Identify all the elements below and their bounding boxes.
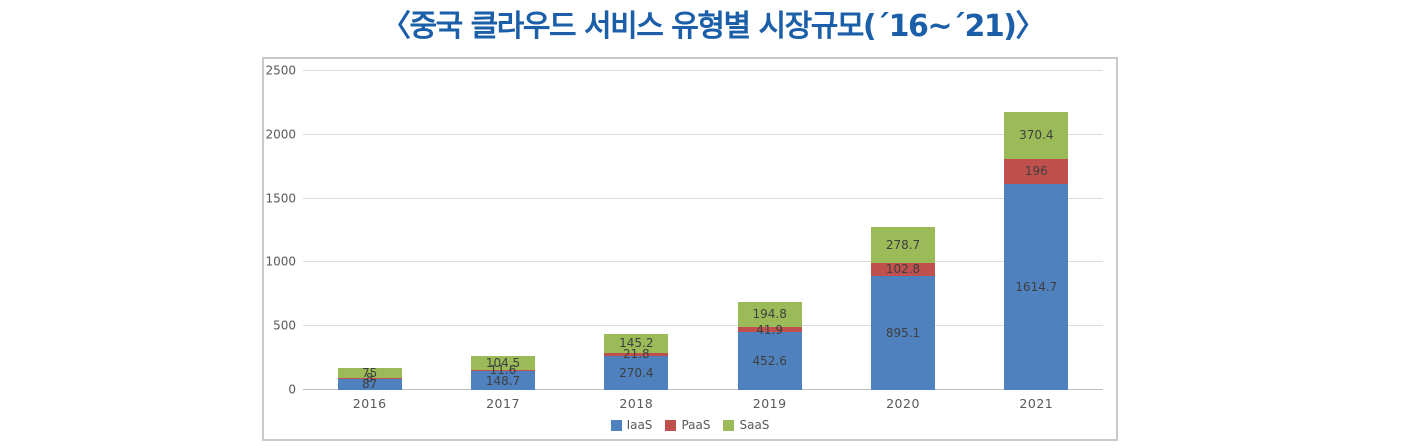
data-label-saas-2017: 104.5 xyxy=(485,355,521,370)
legend: IaaS PaaS SaaS xyxy=(264,416,1116,434)
data-label-iaas-2018: 270.4 xyxy=(619,365,654,380)
legend-swatch-paas xyxy=(665,419,677,431)
data-label-iaas-2020: 895.1 xyxy=(885,325,921,340)
legend-swatch-saas xyxy=(723,419,735,431)
data-label-iaas-2021: 1614.7 xyxy=(1015,279,1058,294)
data-label-paas-2016: 8 xyxy=(365,371,374,386)
legend-swatch-iaas xyxy=(610,419,622,431)
data-label-paas-2020: 102.8 xyxy=(885,262,921,277)
legend-label-paas: PaaS xyxy=(681,418,711,432)
x-tick-label-2019: 2019 xyxy=(752,396,787,411)
data-label-iaas-2019: 452.6 xyxy=(752,354,787,369)
bar-segment-iaas-2017: 148.7 xyxy=(471,371,535,390)
gridline-2000 xyxy=(303,133,1103,135)
chart-title: 〈중국 클라우드 서비스 유형별 시장규모(´16~´21)〉 xyxy=(381,9,1045,44)
data-label-iaas-2017: 148.7 xyxy=(485,373,521,388)
x-tick-label-2020: 2020 xyxy=(886,396,920,411)
x-tick-label-2021: 2021 xyxy=(1019,396,1054,411)
bar-segment-iaas-2020: 895.1 xyxy=(871,275,935,390)
x-axis-line xyxy=(303,389,1103,390)
data-label-saas-2020: 278.7 xyxy=(885,237,921,252)
y-tick-label-500: 500 xyxy=(273,318,296,333)
data-label-iaas-2016: 87 xyxy=(362,377,378,392)
x-axis: 2016 2017 2018 2019 2020 2021 xyxy=(303,396,1103,412)
bar-segment-saas-2018: 145.2 xyxy=(604,334,669,353)
bar-segment-paas-2018: 21.8 xyxy=(604,348,669,360)
bar-segment-paas-2021: 196 xyxy=(1004,158,1069,184)
gridline-1000 xyxy=(303,261,1103,263)
bar-segment-saas-2021: 370.4 xyxy=(1004,111,1069,159)
x-tick-label-2018: 2018 xyxy=(619,396,654,411)
data-label-saas-2021: 370.4 xyxy=(1019,128,1054,143)
legend-item-paas: PaaS xyxy=(665,418,710,432)
bar-segment-saas-2016: 75 xyxy=(337,366,402,381)
legend-label-iaas: IaaS xyxy=(626,418,653,432)
data-label-saas-2019: 194.8 xyxy=(752,307,787,322)
y-tick-label-2500: 2500 xyxy=(265,63,296,78)
data-label-saas-2018: 145.2 xyxy=(619,336,654,351)
bar-segment-paas-2017: 11.6 xyxy=(471,364,535,376)
y-tick-label-0: 0 xyxy=(288,382,296,397)
bar-segment-saas-2019: 194.8 xyxy=(737,302,802,327)
legend-item-saas: SaaS xyxy=(723,418,769,432)
bar-segment-iaas-2018: 270.4 xyxy=(604,355,669,390)
x-tick-label-2016: 2016 xyxy=(352,396,387,411)
data-label-paas-2017: 11.6 xyxy=(489,363,517,378)
x-tick-label-2017: 2017 xyxy=(486,396,520,411)
data-label-paas-2019: 41.9 xyxy=(756,322,784,337)
bar-segment-iaas-2021: 1614.7 xyxy=(1004,183,1069,390)
bar-segment-paas-2020: 102.8 xyxy=(871,262,935,277)
plot-area: 87 8 75 148.7 11.6 104.5 270.4 21.8 145.2 452.6 41… xyxy=(303,70,1103,392)
legend-label-saas: SaaS xyxy=(739,418,770,432)
y-tick-label-2000: 2000 xyxy=(265,127,296,142)
bar-segment-paas-2016: 8 xyxy=(337,372,402,384)
y-tick-label-1000: 1000 xyxy=(265,254,296,269)
bar-segment-iaas-2019: 452.6 xyxy=(737,332,802,390)
data-label-saas-2016: 75 xyxy=(362,366,378,381)
chart-frame: 0 500 1000 1500 2000 2500 87 8 75 148.7 11.6 104.5… xyxy=(262,57,1118,441)
y-tick-label-1500: 1500 xyxy=(265,191,296,206)
data-label-paas-2021: 196 xyxy=(1024,164,1048,179)
y-axis: 0 500 1000 1500 2000 2500 xyxy=(264,64,298,396)
legend-item-iaas: IaaS xyxy=(610,418,653,432)
bar-segment-saas-2020: 278.7 xyxy=(871,227,935,263)
bar-segment-iaas-2016: 87 xyxy=(337,377,402,392)
gridline-500 xyxy=(303,325,1103,327)
data-label-paas-2018: 21.8 xyxy=(622,347,650,362)
bar-segment-saas-2017: 104.5 xyxy=(471,355,535,370)
gridline-2500 xyxy=(303,70,1103,71)
bar-segment-paas-2019: 41.9 xyxy=(737,324,802,336)
gridline-1500 xyxy=(303,197,1103,199)
